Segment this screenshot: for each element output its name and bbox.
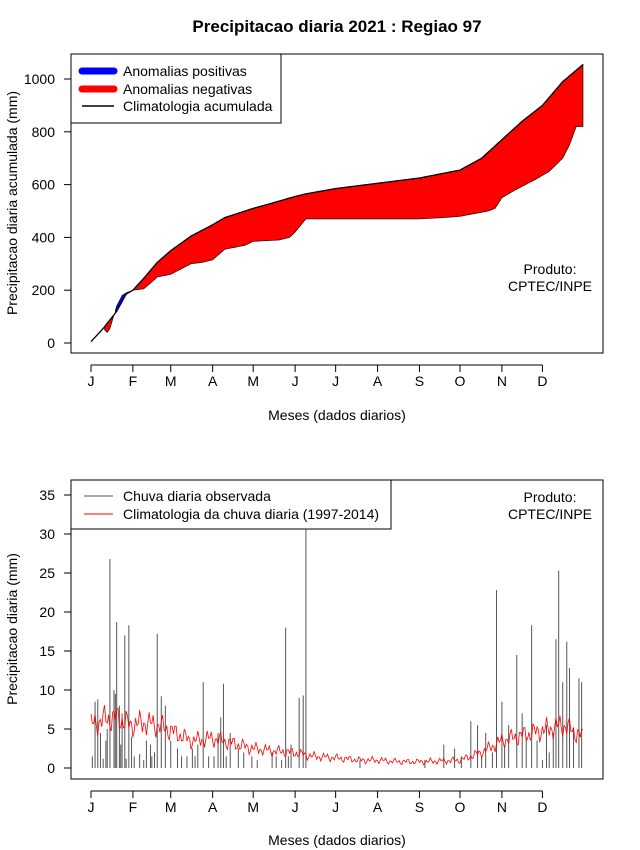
x-tick-label: J: [332, 373, 339, 389]
y-tick-label: 30: [39, 526, 55, 542]
x-tick-label: J: [292, 373, 299, 389]
y-tick-label: 1000: [24, 71, 55, 87]
daily-legend: Chuva diaria observada Climatologia da c…: [70, 479, 392, 530]
chart-title: Precipitacao diaria 2021 : Regiao 97: [192, 17, 481, 36]
x-tick-label: M: [247, 373, 259, 389]
product-source: CPTEC/INPE: [508, 506, 592, 522]
y-tick-label: 35: [39, 487, 55, 503]
legend-label-climatology: Climatologia acumulada: [123, 98, 273, 114]
product-label: Produto:: [524, 261, 577, 277]
legend-label-positive: Anomalias positivas: [123, 63, 247, 79]
y-tick-label: 10: [39, 682, 55, 698]
daily-y-label: Precipitacao diaria (mm): [4, 553, 20, 705]
x-tick-label: M: [165, 799, 177, 815]
x-tick-label: M: [165, 373, 177, 389]
climatology-daily-line: [90, 705, 584, 766]
x-tick-label: A: [208, 799, 218, 815]
product-source: CPTEC/INPE: [508, 278, 592, 294]
legend-label-climatology: Climatologia da chuva diaria (1997-2014): [123, 506, 379, 522]
y-tick-label: 5: [47, 721, 55, 737]
x-tick-label: J: [292, 799, 299, 815]
x-tick-label: J: [88, 799, 95, 815]
legend-box: [70, 479, 392, 530]
x-tick-label: F: [129, 799, 138, 815]
x-tick-label: F: [129, 373, 138, 389]
daily-chart: 0 5 10 15 20 25 30 35 J F M A M J J A S O N D Meses (dados…: [4, 479, 604, 848]
x-tick-label: S: [415, 373, 424, 389]
cumulative-x-label: Meses (dados diarios): [268, 407, 406, 423]
x-tick-label: D: [537, 799, 547, 815]
y-tick-label: 400: [32, 229, 56, 245]
climatology-cumulative-line: [90, 63, 584, 343]
cumulative-chart: 0 200 400 600 800 1000 J F M A M J J A S O N D Meses (da…: [4, 53, 604, 423]
cumulative-y-label: Precipitacao diaria acumulada (mm): [4, 91, 20, 315]
x-tick-label: A: [373, 373, 383, 389]
x-tick-label: N: [497, 373, 507, 389]
y-tick-label: 200: [32, 282, 56, 298]
y-tick-label: 15: [39, 643, 55, 659]
legend-label-negative: Anomalias negativas: [123, 81, 252, 97]
x-tick-label: S: [415, 799, 424, 815]
x-tick-label: A: [373, 799, 383, 815]
y-tick-label: 25: [39, 565, 55, 581]
daily-marks: [90, 526, 584, 768]
cumulative-marks: [90, 63, 584, 343]
x-tick-label: O: [455, 373, 466, 389]
x-tick-label: N: [497, 799, 507, 815]
daily-x-label: Meses (dados diarios): [268, 832, 406, 848]
cumulative-legend: Anomalias positivas Anomalias negativas …: [70, 53, 282, 124]
y-tick-label: 600: [32, 177, 56, 193]
y-tick-label: 20: [39, 604, 55, 620]
y-tick-label: 800: [32, 124, 56, 140]
y-tick-label: 0: [47, 760, 55, 776]
x-tick-label: A: [208, 373, 218, 389]
legend-label-observed: Chuva diaria observada: [123, 488, 271, 504]
product-label: Produto:: [524, 489, 577, 505]
x-tick-label: O: [455, 799, 466, 815]
x-tick-label: M: [247, 799, 259, 815]
y-tick-label: 0: [47, 335, 55, 351]
cumulative-y-axis: 0 200 400 600 800 1000: [24, 71, 72, 351]
x-tick-label: J: [88, 373, 95, 389]
x-tick-label: D: [537, 373, 547, 389]
daily-y-axis: 0 5 10 15 20 25 30 35: [39, 487, 72, 776]
x-tick-label: J: [332, 799, 339, 815]
